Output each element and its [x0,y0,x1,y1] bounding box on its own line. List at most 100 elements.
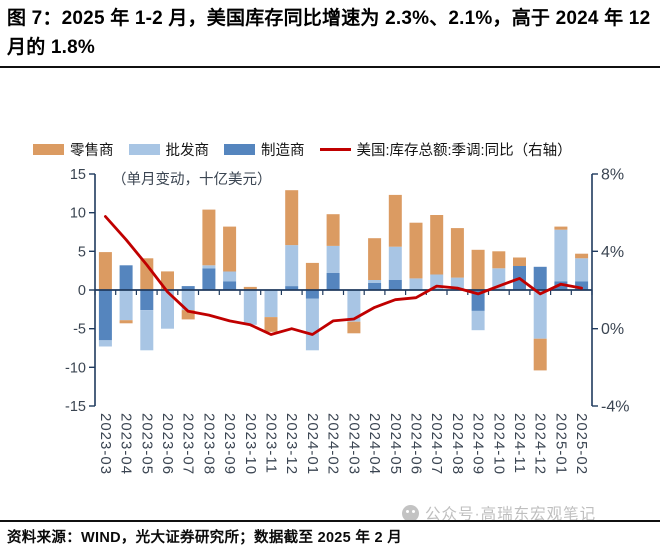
bar-segment-2023-09 [223,271,237,282]
x-axis-label: 2023-10 [242,413,259,475]
bar-segment-2024-04 [368,283,382,290]
bar-segment-2023-08 [202,268,216,290]
x-axis-label: 2023-05 [138,413,155,475]
bar-segment-2024-09 [471,310,485,331]
bar-segment-2024-06 [409,222,423,279]
right-axis-tick-label: 8% [601,167,624,184]
x-axis-label: 2024-05 [387,413,404,475]
bar-segment-2023-07 [181,290,195,311]
bar-segment-2023-12 [285,190,299,246]
x-axis-label: 2025-01 [552,413,569,475]
x-axis-label: 2024-09 [470,413,487,475]
bar-segment-2023-07 [181,310,195,320]
left-axis-tick-label: 0 [78,283,86,299]
left-axis-tick-label: 10 [70,206,86,222]
bar-segment-2023-08 [202,209,216,266]
bar-segment-2023-06 [161,271,174,290]
x-axis-label: 2024-12 [532,413,549,475]
x-axis-label: 2024-02 [325,413,342,475]
x-axis-label: 2023-09 [221,413,238,475]
bar-segment-2023-09 [223,281,237,290]
bar-segment-2024-03 [347,321,361,334]
bar-segment-2025-01 [554,229,568,282]
retailer-swatch-icon [33,144,64,155]
trend-line [104,215,583,336]
legend-label-line: 美国:库存总额:季调:同比（右轴） [356,143,572,159]
bar-segment-2023-11 [264,290,278,318]
bar-segment-2024-01 [305,262,319,290]
bar-segment-2023-12 [285,245,299,287]
x-axis-label: 2025-02 [573,413,590,475]
x-axis-label: 2023-08 [200,413,217,475]
bar-segment-2023-06 [161,290,174,329]
x-axis-label: 2024-11 [511,413,528,474]
bar-segment-2023-08 [202,265,216,269]
title-divider [0,66,660,68]
bar-segment-2023-10 [243,290,257,325]
bar-segment-2025-01 [554,226,568,230]
watermark: 公众号·高瑞东宏观笔记 [402,502,596,524]
left-axis-tick-label: 15 [70,167,86,183]
legend-label-manufacturer: 制造商 [261,143,305,159]
bar-segment-2024-03 [347,290,361,322]
left-axis-tick-label: 5 [78,244,86,260]
bar-segment-2024-05 [388,194,402,247]
x-axis-label: 2024-06 [408,413,425,475]
bar-segment-2024-08 [450,228,464,278]
manufacturer-swatch-icon [224,144,255,155]
x-axis-label: 2024-04 [366,413,383,475]
bar-segment-2024-01 [305,290,319,299]
bar-segment-2023-12 [285,286,299,290]
bar-segment-2024-02 [326,245,340,273]
footer-divider [0,520,660,522]
trend-line-swatch-icon [319,147,351,152]
x-axis-label: 2023-03 [97,413,114,475]
bar-segment-2024-12 [533,338,547,371]
bar-segment-2024-05 [388,246,402,280]
bar-segment-2024-12 [533,266,547,290]
bar-segment-2023-10 [243,286,257,290]
bar-segment-2025-02 [575,258,589,282]
left-axis-tick-label: -10 [65,360,86,376]
bar-segment-2024-02 [326,273,340,290]
bar-segment-2023-04 [119,265,133,290]
bar-segment-2025-02 [575,281,589,290]
bar-segment-2025-02 [575,253,589,259]
right-axis-tick-label: 0% [601,321,624,338]
bar-segment-2023-11 [264,317,278,332]
bar-segment-2023-04 [119,290,133,321]
bar-segment-2025-01 [554,281,568,290]
bar-segment-2023-05 [140,258,154,290]
x-axis-label: 2023-04 [118,413,135,475]
bar-segment-2024-04 [368,279,382,283]
x-axis-label: 2023-11 [263,413,280,474]
bar-segment-2024-09 [471,290,485,311]
x-axis-label: 2024-08 [449,413,466,475]
page-title: 图 7：2025 年 1-2 月，美国库存同比增速为 2.3%、2.1%，高于 … [7,8,651,58]
x-axis-label: 2024-07 [428,413,445,475]
bar-segment-2023-07 [181,286,195,290]
bar-segment-2023-03 [98,252,112,290]
bar-segment-2023-05 [140,310,154,351]
x-axis-label: 2023-07 [180,413,197,475]
bar-segment-2024-02 [326,214,340,246]
left-axis-tick-label: -15 [65,399,86,415]
watermark-logo-icon [402,504,419,522]
bar-segment-2024-12 [533,290,547,339]
bar-segment-2023-03 [98,290,112,341]
legend-item-retailer: 零售商 [33,139,114,160]
wholesaler-swatch-icon [128,144,160,155]
right-axis-tick-label: -4% [601,399,629,416]
bar-segment-2024-10 [492,251,506,269]
bar-segment-2023-04 [119,320,133,324]
bar-segment-2024-07 [430,215,444,275]
bar-segment-2024-06 [409,278,423,290]
x-axis-label: 2023-06 [159,413,176,475]
bar-segment-2023-05 [140,290,154,311]
legend-label-wholesaler: 批发商 [165,143,210,159]
bar-segment-2024-05 [388,279,402,290]
x-axis-label: 2023-12 [283,413,300,475]
x-axis-label: 2024-10 [490,413,507,475]
x-axis-label: 2024-03 [345,413,362,475]
